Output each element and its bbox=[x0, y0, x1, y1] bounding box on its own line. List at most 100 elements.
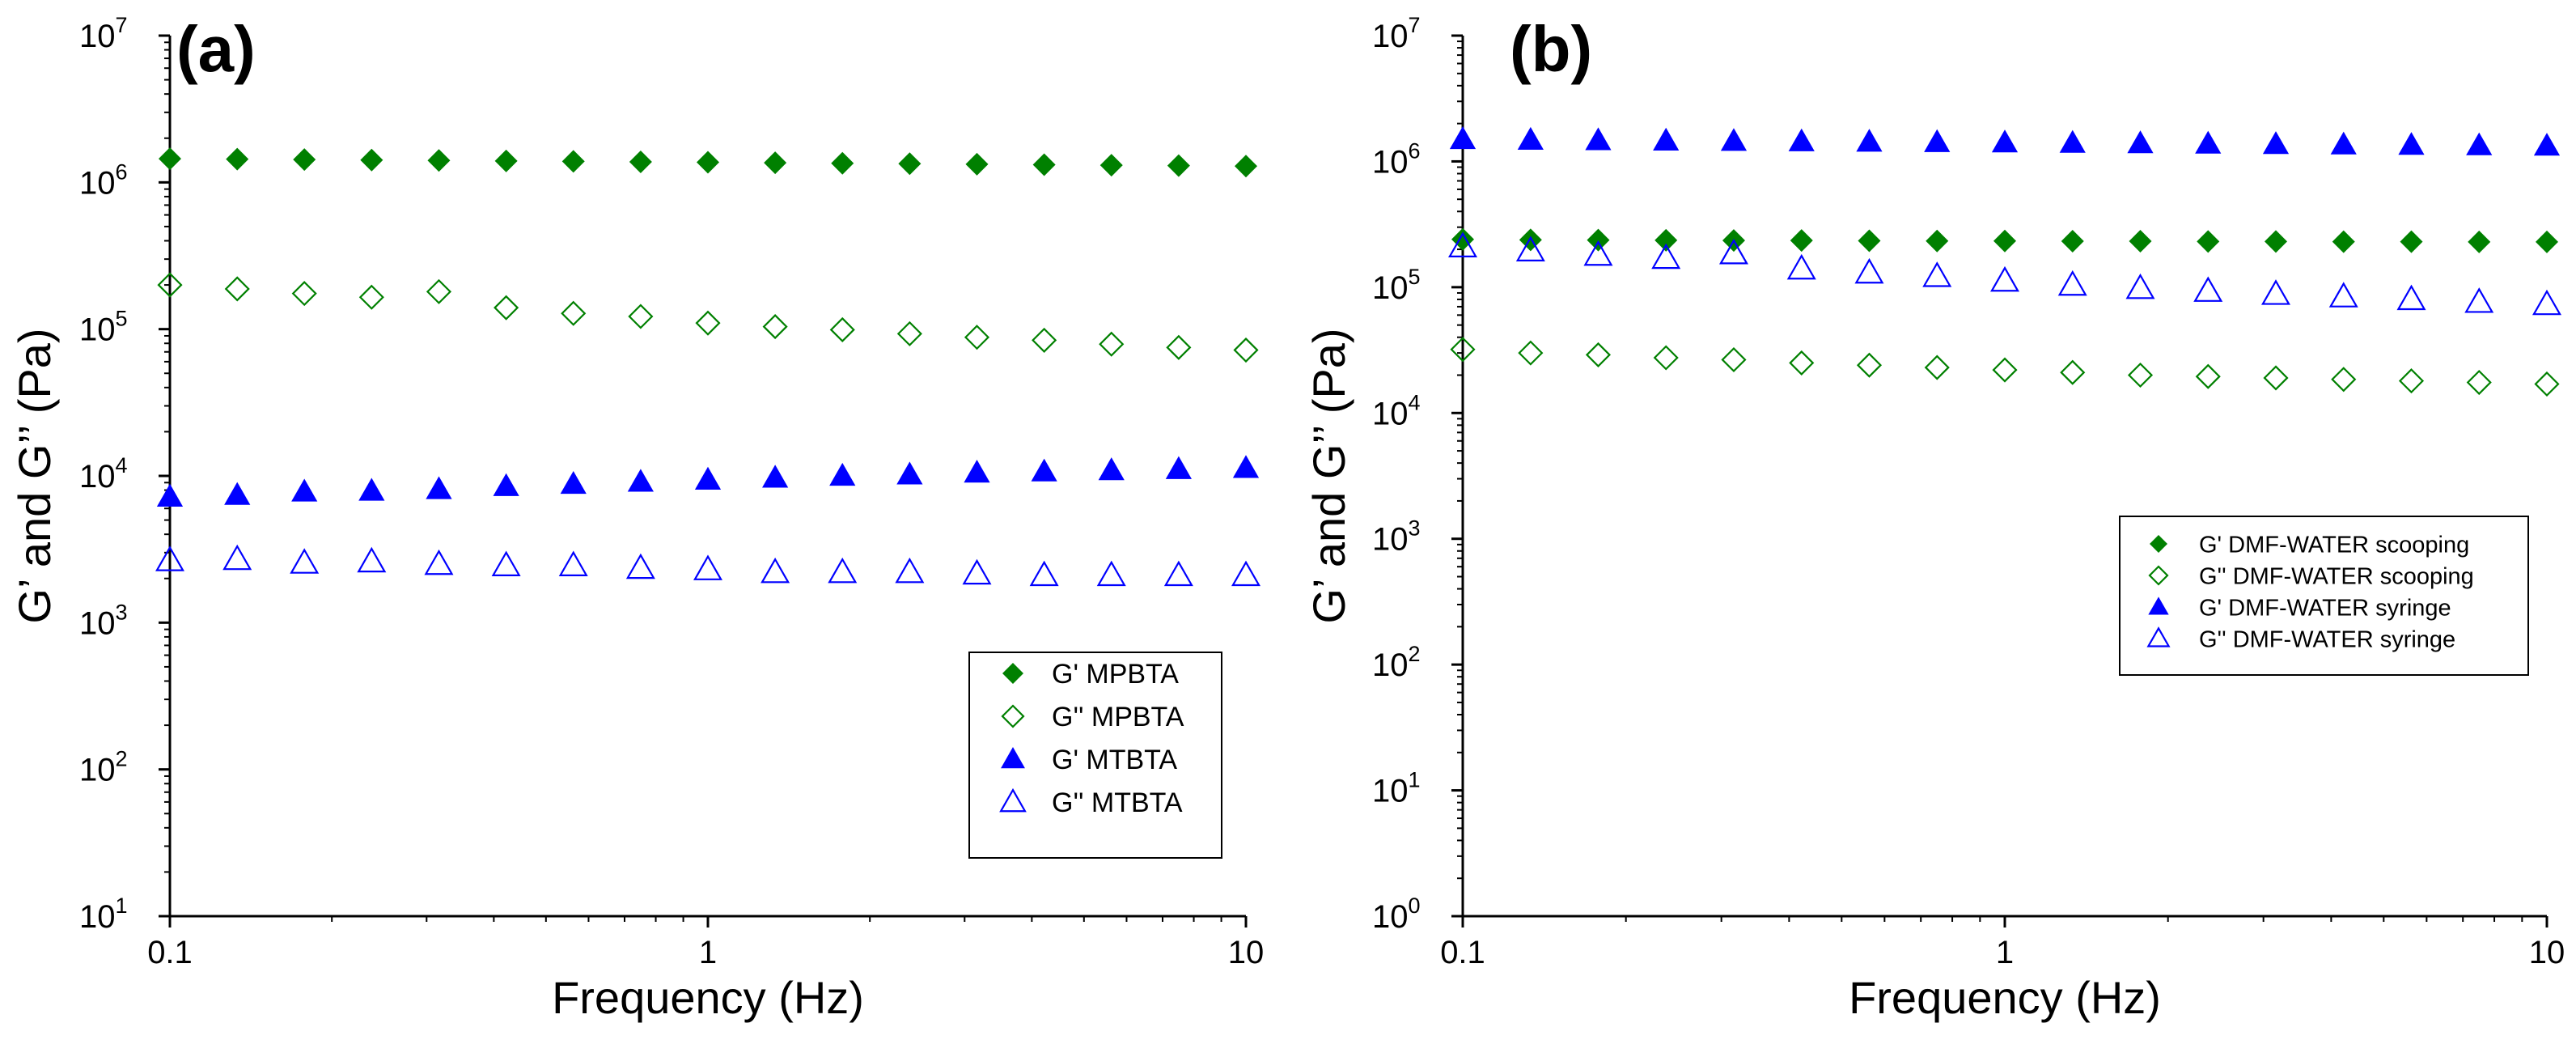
data-point bbox=[1924, 354, 1950, 380]
data-point bbox=[293, 148, 316, 172]
data-point bbox=[1718, 239, 1748, 265]
legend-entry-label: G' MPBTA bbox=[1052, 659, 1179, 690]
data-point bbox=[494, 295, 519, 320]
data-point bbox=[2261, 279, 2290, 305]
legend: G' MPBTA G'' MPBTA G' MTBTA G'' MTBTA bbox=[968, 652, 1222, 859]
legend-entry-label: G'' MTBTA bbox=[1052, 787, 1183, 818]
data-point bbox=[1990, 265, 2019, 292]
data-point bbox=[761, 557, 790, 584]
x-tick-label: 1 bbox=[1996, 935, 2014, 970]
data-point bbox=[2195, 363, 2221, 389]
data-point bbox=[1517, 126, 1544, 151]
legend-marker bbox=[1002, 663, 1023, 684]
data-point bbox=[2125, 273, 2155, 299]
data-point bbox=[1232, 455, 1260, 478]
data-point bbox=[224, 276, 250, 302]
data-point bbox=[1098, 457, 1125, 481]
series-g-dmf-water-scooping bbox=[1451, 227, 2558, 253]
legend-marker bbox=[2150, 535, 2167, 553]
data-point bbox=[1856, 352, 1883, 378]
data-point bbox=[1856, 129, 1883, 152]
data-point bbox=[2332, 230, 2355, 253]
data-point bbox=[2057, 270, 2087, 296]
data-point bbox=[157, 272, 183, 298]
data-point bbox=[829, 462, 856, 486]
legend-marker bbox=[2146, 626, 2171, 647]
legend-marker bbox=[2148, 596, 2169, 615]
data-point bbox=[1233, 337, 1259, 363]
data-point bbox=[1449, 125, 1477, 150]
x-tick-label: 10 bbox=[1228, 935, 1265, 970]
data-point bbox=[560, 470, 587, 495]
data-point bbox=[627, 469, 654, 492]
data-point bbox=[1235, 155, 1257, 178]
data-point bbox=[896, 320, 922, 346]
data-point bbox=[2060, 359, 2086, 385]
legend-marker bbox=[2148, 565, 2169, 586]
x-tick-label: 0.1 bbox=[147, 935, 193, 970]
y-tick-label: 101 bbox=[1372, 768, 1421, 809]
data-point bbox=[2466, 132, 2493, 155]
data-point bbox=[2464, 287, 2494, 313]
data-point bbox=[291, 281, 317, 307]
data-point bbox=[1448, 231, 1477, 257]
data-point bbox=[1029, 560, 1059, 587]
data-point bbox=[829, 316, 855, 343]
data-point bbox=[1721, 346, 1747, 373]
series-g-mpbta bbox=[157, 272, 1259, 363]
data-point bbox=[1450, 337, 1476, 363]
data-point bbox=[695, 310, 721, 336]
data-point bbox=[2331, 367, 2357, 393]
data-point bbox=[762, 314, 788, 340]
x-tick-label: 1 bbox=[699, 935, 717, 970]
data-point bbox=[1926, 229, 1949, 253]
data-point bbox=[964, 325, 990, 350]
chart-panel-b: 100 101 102 103 104 105 106 107 0.1 1 10 Frequency … bbox=[1303, 13, 2565, 1023]
data-point bbox=[1789, 350, 1815, 376]
x-tick-label: 10 bbox=[2529, 935, 2565, 970]
y-tick-label: 103 bbox=[79, 600, 128, 641]
data-point bbox=[360, 148, 383, 172]
legend-entry-label: G'' DMF-WATER scooping bbox=[2199, 563, 2474, 589]
data-point bbox=[1854, 257, 1884, 284]
series-g-dmf-water-syringe bbox=[1449, 125, 2561, 156]
data-point bbox=[2532, 289, 2561, 316]
y-tick-label: 101 bbox=[79, 894, 128, 935]
series-g-mpbta bbox=[159, 147, 1257, 178]
data-point bbox=[2061, 230, 2084, 253]
data-point bbox=[1032, 327, 1057, 353]
legend-entry-label: G' DMF-WATER syringe bbox=[2199, 595, 2451, 621]
panel-label: (b) bbox=[1510, 13, 1592, 85]
y-axis-label: G’ and G’’ (Pa) bbox=[9, 328, 60, 623]
data-point bbox=[2129, 230, 2152, 253]
y-tick-label: 106 bbox=[1372, 138, 1421, 180]
data-point bbox=[1786, 253, 1816, 280]
data-point bbox=[1519, 228, 1542, 252]
data-point bbox=[494, 149, 518, 172]
data-point bbox=[1788, 128, 1815, 151]
data-point bbox=[2262, 131, 2290, 155]
x-axis-label: Frequency (Hz) bbox=[552, 972, 864, 1023]
data-point bbox=[962, 558, 992, 585]
data-point bbox=[1099, 331, 1125, 357]
data-point bbox=[1166, 334, 1192, 360]
data-point bbox=[1583, 240, 1613, 266]
data-point bbox=[762, 465, 789, 488]
data-point bbox=[1992, 357, 2018, 383]
data-point bbox=[2468, 230, 2491, 253]
data-point bbox=[1587, 228, 1610, 252]
y-tick-label: 107 bbox=[79, 13, 128, 54]
data-point bbox=[1924, 129, 1951, 152]
data-point bbox=[561, 300, 587, 326]
data-point bbox=[493, 473, 519, 496]
data-point bbox=[558, 550, 588, 576]
data-point bbox=[1585, 342, 1612, 367]
data-point bbox=[358, 284, 384, 310]
data-point bbox=[2193, 276, 2223, 302]
data-point bbox=[694, 466, 722, 490]
data-point bbox=[1993, 229, 2016, 253]
data-point bbox=[828, 557, 858, 584]
data-point bbox=[1991, 129, 2019, 153]
data-point bbox=[2195, 130, 2222, 154]
legend-marker bbox=[1001, 704, 1025, 728]
